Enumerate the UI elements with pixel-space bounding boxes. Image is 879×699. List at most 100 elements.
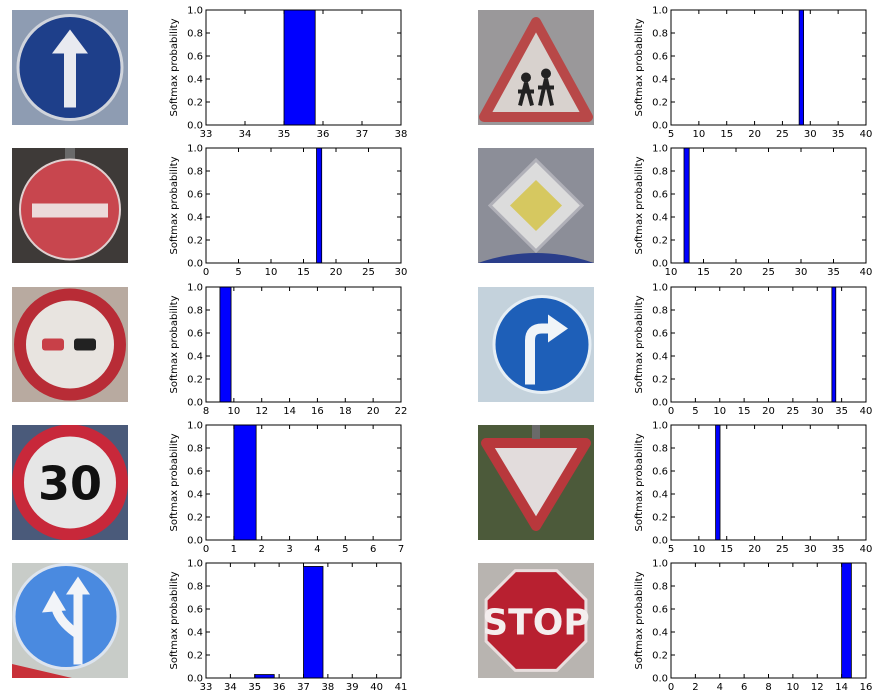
child-figure-body — [518, 81, 534, 107]
x-tick-label: 14 — [835, 682, 848, 693]
y-tick-label: 1.0 — [187, 283, 203, 294]
y-axis-label: Softmax probability — [169, 295, 180, 393]
sign-disc — [12, 425, 128, 540]
y-axis-label: Softmax probability — [634, 433, 645, 531]
chart-axes: 10 15 20 25 30 35 40 0.0 0.2 0.4 0.6 0.8 1.0 Softmax … — [634, 144, 872, 279]
x-tick-label: 0 — [668, 406, 674, 417]
y-tick-label: 0.2 — [187, 236, 203, 247]
x-tick-label: 30 — [795, 267, 808, 278]
x-tick-label: 12 — [255, 406, 268, 417]
chart-panel: 5 10 15 20 25 30 35 40 0.0 0.2 0.4 0.6 0.8 1.0 Softmax… — [478, 6, 872, 140]
y-tick-label: 0.4 — [652, 213, 668, 224]
y-tick-label: 0.8 — [187, 167, 203, 178]
y-tick-label: 0.4 — [187, 490, 203, 501]
x-tick-label: 35 — [278, 129, 291, 140]
x-tick-label: 0 — [203, 544, 209, 555]
children-crossing-sign-icon — [478, 10, 594, 125]
x-tick-label: 30 — [811, 406, 824, 417]
x-tick-label: 10 — [692, 129, 705, 140]
chart-axes: 5 10 15 20 25 30 35 40 0.0 0.2 0.4 0.6 0.8 1.0 Softmax… — [634, 421, 872, 556]
yellow-diamond — [510, 180, 562, 231]
x-tick-label: 35 — [248, 682, 261, 693]
y-tick-label: 1.0 — [187, 6, 203, 17]
x-tick-label: 20 — [762, 406, 775, 417]
x-tick-label: 16 — [860, 682, 873, 693]
y-tick-label: 0.8 — [187, 306, 203, 317]
sign-image — [478, 425, 594, 540]
y-axis-label: Softmax probability — [169, 571, 180, 669]
y-tick-label: 0.6 — [187, 52, 203, 63]
x-tick-label: 5 — [668, 129, 674, 140]
blue-sign-edge — [478, 253, 594, 263]
y-axis-label: Softmax probability — [634, 295, 645, 393]
x-tick-label: 16 — [311, 406, 324, 417]
bar — [283, 9, 316, 126]
x-tick-label: 15 — [720, 129, 733, 140]
sign-pole — [65, 148, 75, 168]
x-tick-label: 38 — [322, 682, 335, 693]
x-tick-label: 37 — [356, 129, 369, 140]
no-entry-sign-icon — [12, 148, 128, 263]
x-tick-label: 25 — [776, 129, 789, 140]
x-tick-label: 25 — [762, 267, 775, 278]
x-tick-label: 10 — [713, 406, 726, 417]
chart-panel: 10 15 20 25 30 35 40 0.0 0.2 0.4 0.6 0.8 1.0 Softmax … — [478, 144, 872, 279]
x-tick-label: 0 — [203, 267, 209, 278]
x-tick-label: 40 — [860, 544, 873, 555]
red-sign-corner — [12, 664, 72, 678]
y-tick-label: 0.4 — [187, 352, 203, 363]
bar — [219, 286, 232, 403]
chart-axes: 33 34 35 36 37 38 0.0 0.2 0.4 0.6 0.8 1.0 Softmax pr… — [169, 6, 407, 141]
sign-disc — [492, 295, 592, 394]
chart-panel: 33 34 35 36 37 38 39 40 41 0.0 0.2 0.4 0.6 0.8 1.0 Soft… — [12, 559, 407, 693]
x-tick-label: 34 — [239, 129, 252, 140]
x-tick-label: 40 — [370, 682, 383, 693]
x-tick-label: 15 — [720, 544, 733, 555]
x-tick-label: 7 — [398, 544, 404, 555]
bar — [841, 562, 852, 679]
y-tick-label: 1.0 — [652, 144, 668, 155]
y-tick-label: 0.8 — [652, 306, 668, 317]
x-tick-label: 20 — [367, 406, 380, 417]
x-tick-label: 40 — [860, 406, 873, 417]
sign-octagon — [484, 569, 588, 672]
y-tick-label: 0.0 — [652, 674, 668, 685]
turn-right-arrow-icon — [525, 323, 550, 385]
x-tick-label: 25 — [362, 267, 375, 278]
left-arrow-head-icon — [42, 590, 66, 613]
adult-figure-body — [538, 78, 554, 106]
child-figure-head — [521, 72, 531, 83]
axes-frame — [205, 9, 402, 126]
y-tick-label: 1.0 — [652, 283, 668, 294]
x-tick-label: 15 — [697, 267, 710, 278]
x-tick-label: 5 — [668, 544, 674, 555]
axes-frame — [670, 424, 867, 541]
y-axis-label: Softmax probability — [169, 18, 180, 116]
y-tick-label: 0.8 — [187, 29, 203, 40]
yield-sign-icon — [478, 425, 594, 540]
y-tick-label: 0.6 — [652, 605, 668, 616]
bar — [254, 674, 275, 679]
x-tick-label: 37 — [297, 682, 310, 693]
y-tick-label: 0.0 — [652, 259, 668, 270]
y-tick-label: 0.0 — [652, 398, 668, 409]
y-tick-label: 1.0 — [652, 559, 668, 570]
x-tick-label: 33 — [200, 682, 213, 693]
no-passing-sign-icon — [12, 287, 128, 402]
y-tick-label: 0.4 — [652, 628, 668, 639]
chart-panel: 30 0 1 2 3 4 5 6 7 0.0 0.2 0.4 0.6 0.8 1.0 Softmax prob… — [12, 421, 404, 555]
y-tick-label: 0.0 — [652, 121, 668, 132]
y-tick-label: 0.4 — [652, 75, 668, 86]
x-tick-label: 5 — [342, 544, 348, 555]
x-tick-label: 36 — [317, 129, 330, 140]
chart-axes: 8 10 12 14 16 18 20 22 0.0 0.2 0.4 0.6 0.8 1.0 Softmax… — [169, 283, 407, 418]
y-tick-label: 0.6 — [187, 605, 203, 616]
x-tick-label: 22 — [395, 406, 408, 417]
y-tick-label: 0.2 — [652, 98, 668, 109]
chart-panel: 0 5 10 15 20 25 30 35 40 0.0 0.2 0.4 0.6 0.8 1.0 Softma… — [478, 283, 872, 418]
y-tick-label: 0.8 — [187, 582, 203, 593]
plot-area — [671, 425, 866, 540]
x-tick-label: 25 — [776, 544, 789, 555]
chart-axes: 0 5 10 15 20 25 30 35 40 0.0 0.2 0.4 0.6 0.8 1.0 Softma… — [634, 283, 872, 418]
